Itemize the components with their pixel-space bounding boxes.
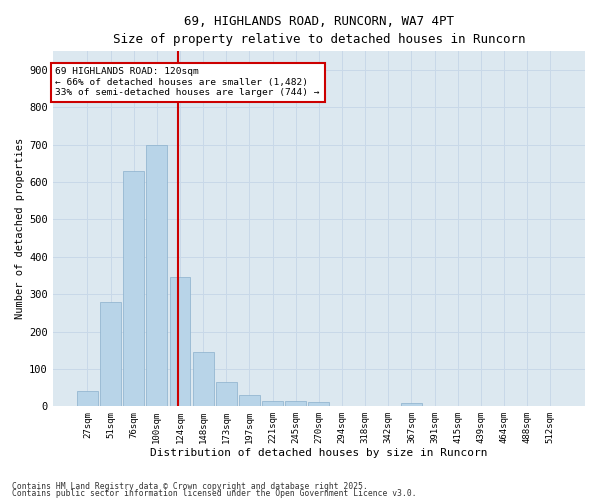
Bar (123, 171, 144, 406)
Bar (286, 400, 306, 406)
Text: 69 HIGHLANDS ROAD: 120sqm
← 66% of detached houses are smaller (1,482)
33% of se: 69 HIGHLANDS ROAD: 120sqm ← 66% of detac… (55, 68, 320, 97)
Bar (170, 278, 190, 406)
Bar (100, 302, 121, 406)
Title: 69, HIGHLANDS ROAD, RUNCORN, WA7 4PT
Size of property relative to detached house: 69, HIGHLANDS ROAD, RUNCORN, WA7 4PT Siz… (113, 15, 525, 46)
Bar (308, 402, 329, 406)
Bar (146, 144, 167, 406)
Bar (193, 352, 214, 406)
Y-axis label: Number of detached properties: Number of detached properties (15, 138, 25, 320)
Text: Contains public sector information licensed under the Open Government Licence v3: Contains public sector information licen… (12, 490, 416, 498)
Bar (262, 400, 283, 406)
X-axis label: Distribution of detached houses by size in Runcorn: Distribution of detached houses by size … (150, 448, 488, 458)
Bar (216, 382, 237, 406)
Bar (401, 403, 422, 406)
Bar (239, 395, 260, 406)
Text: Contains HM Land Registry data © Crown copyright and database right 2025.: Contains HM Land Registry data © Crown c… (12, 482, 368, 491)
Bar (77, 392, 98, 406)
